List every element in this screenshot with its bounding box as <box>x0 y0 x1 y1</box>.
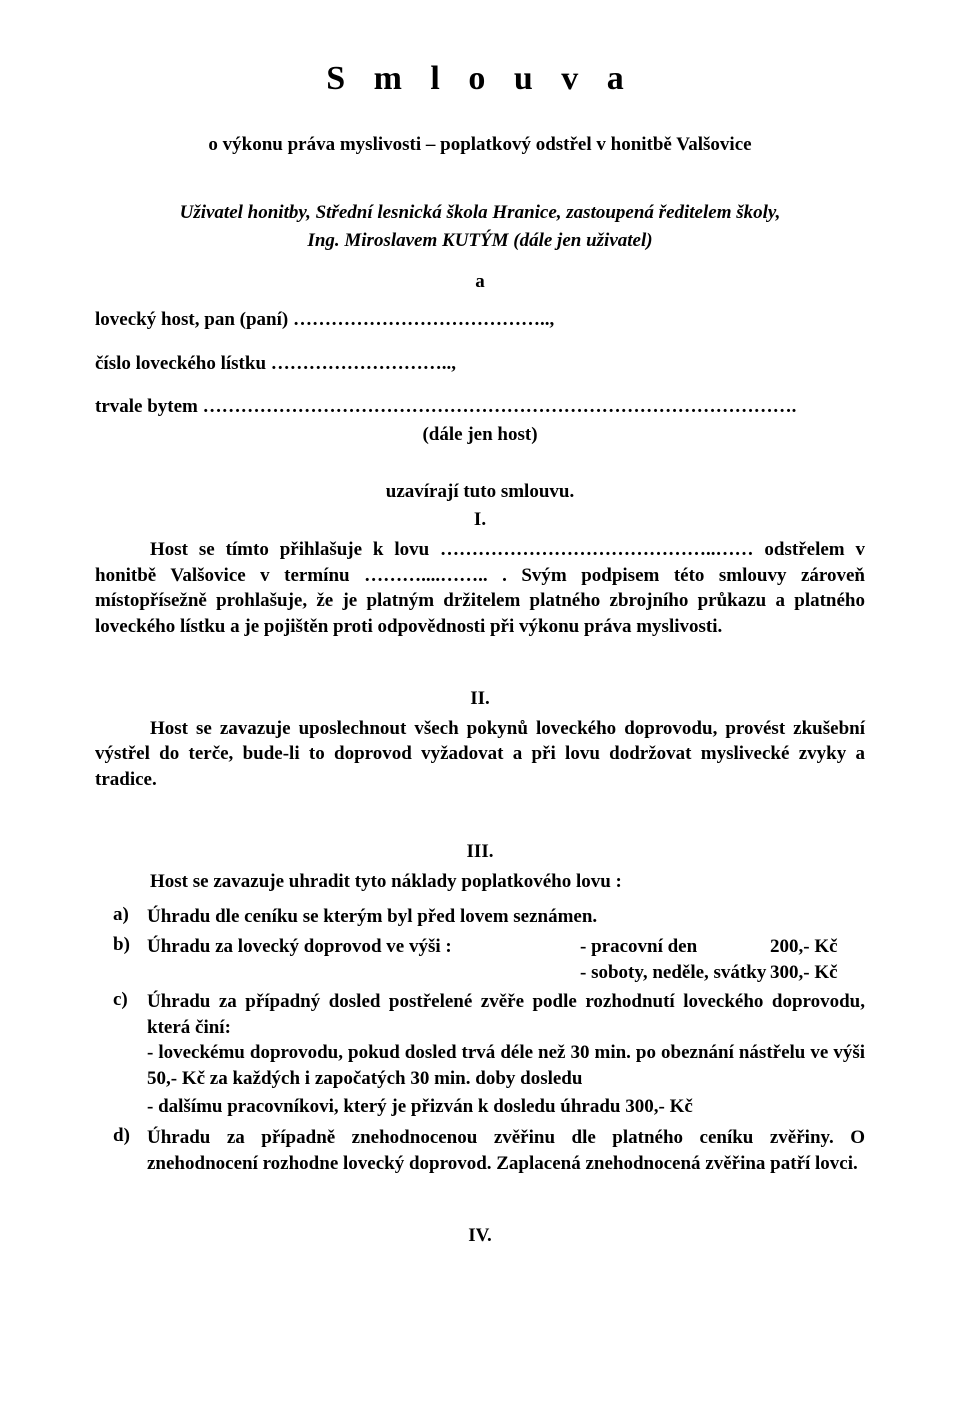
b-weekend-price: 300,- Kč <box>770 960 865 986</box>
section-1-text: Host se tímto přihlašuje k lovu ……………………… <box>95 537 865 640</box>
ticket-line: číslo loveckého lístku ……………………….., <box>95 351 865 377</box>
section-3-number: III. <box>95 841 865 863</box>
b-weekend-label: - soboty, neděle, svátky <box>580 960 770 986</box>
b-blank <box>147 960 580 986</box>
list-body-c: Úhradu za případný dosled postřelené zvě… <box>147 989 865 1121</box>
list-marker-b: b) <box>95 934 147 956</box>
list-item-b: b) Úhradu za lovecký doprovod ve výši : … <box>95 934 865 985</box>
b-lead: Úhradu za lovecký doprovod ve výši : <box>147 934 580 960</box>
section-4-number: IV. <box>95 1225 865 1247</box>
list-marker-a: a) <box>95 904 147 926</box>
document-title: S m l o u v a <box>95 60 865 98</box>
c-sublist: - loveckému doprovodu, pokud dosled trvá… <box>147 1040 865 1119</box>
c-sub1: - loveckému doprovodu, pokud dosled trvá… <box>147 1040 865 1091</box>
residence-line: trvale bytem ………………………………………………………………………… <box>95 394 865 420</box>
conclude-line: uzavírají tuto smlouvu. <box>95 479 865 505</box>
document-subtitle: o výkonu práva myslivosti – poplatkový o… <box>95 134 865 156</box>
conjunction-a: a <box>95 269 865 295</box>
cost-list: a) Úhradu dle ceníku se kterým byl před … <box>95 904 865 1176</box>
list-item-a: a) Úhradu dle ceníku se kterým byl před … <box>95 904 865 930</box>
list-body-d: Úhradu za případně znehodnocenou zvěřinu… <box>147 1125 865 1176</box>
list-body-a: Úhradu dle ceníku se kterým byl před lov… <box>147 904 865 930</box>
c-sub2: - dalšímu pracovníkovi, který je přizván… <box>147 1094 865 1120</box>
role-paren: (dále jen host) <box>95 422 865 448</box>
list-item-d: d) Úhradu za případně znehodnocenou zvěř… <box>95 1125 865 1176</box>
party-user-line1: Uživatel honitby, Střední lesnická škola… <box>95 200 865 226</box>
list-marker-c: c) <box>95 989 147 1011</box>
b-workday-price: 200,- Kč <box>770 934 865 960</box>
c-text: Úhradu za případný dosled postřelené zvě… <box>147 991 865 1038</box>
list-item-c: c) Úhradu za případný dosled postřelené … <box>95 989 865 1121</box>
host-line: lovecký host, pan (paní) …………………………………..… <box>95 307 865 333</box>
party-user-line2: Ing. Miroslavem KUTÝM (dále jen uživatel… <box>95 228 865 254</box>
section-3-intro: Host se zavazuje uhradit tyto náklady po… <box>95 869 865 895</box>
list-marker-d: d) <box>95 1125 147 1147</box>
b-workday-label: - pracovní den <box>580 934 770 960</box>
section-1-number: I. <box>95 509 865 531</box>
list-body-b: Úhradu za lovecký doprovod ve výši : - p… <box>147 934 865 985</box>
section-2-text: Host se zavazuje uposlechnout všech poky… <box>95 716 865 793</box>
section-2-number: II. <box>95 688 865 710</box>
